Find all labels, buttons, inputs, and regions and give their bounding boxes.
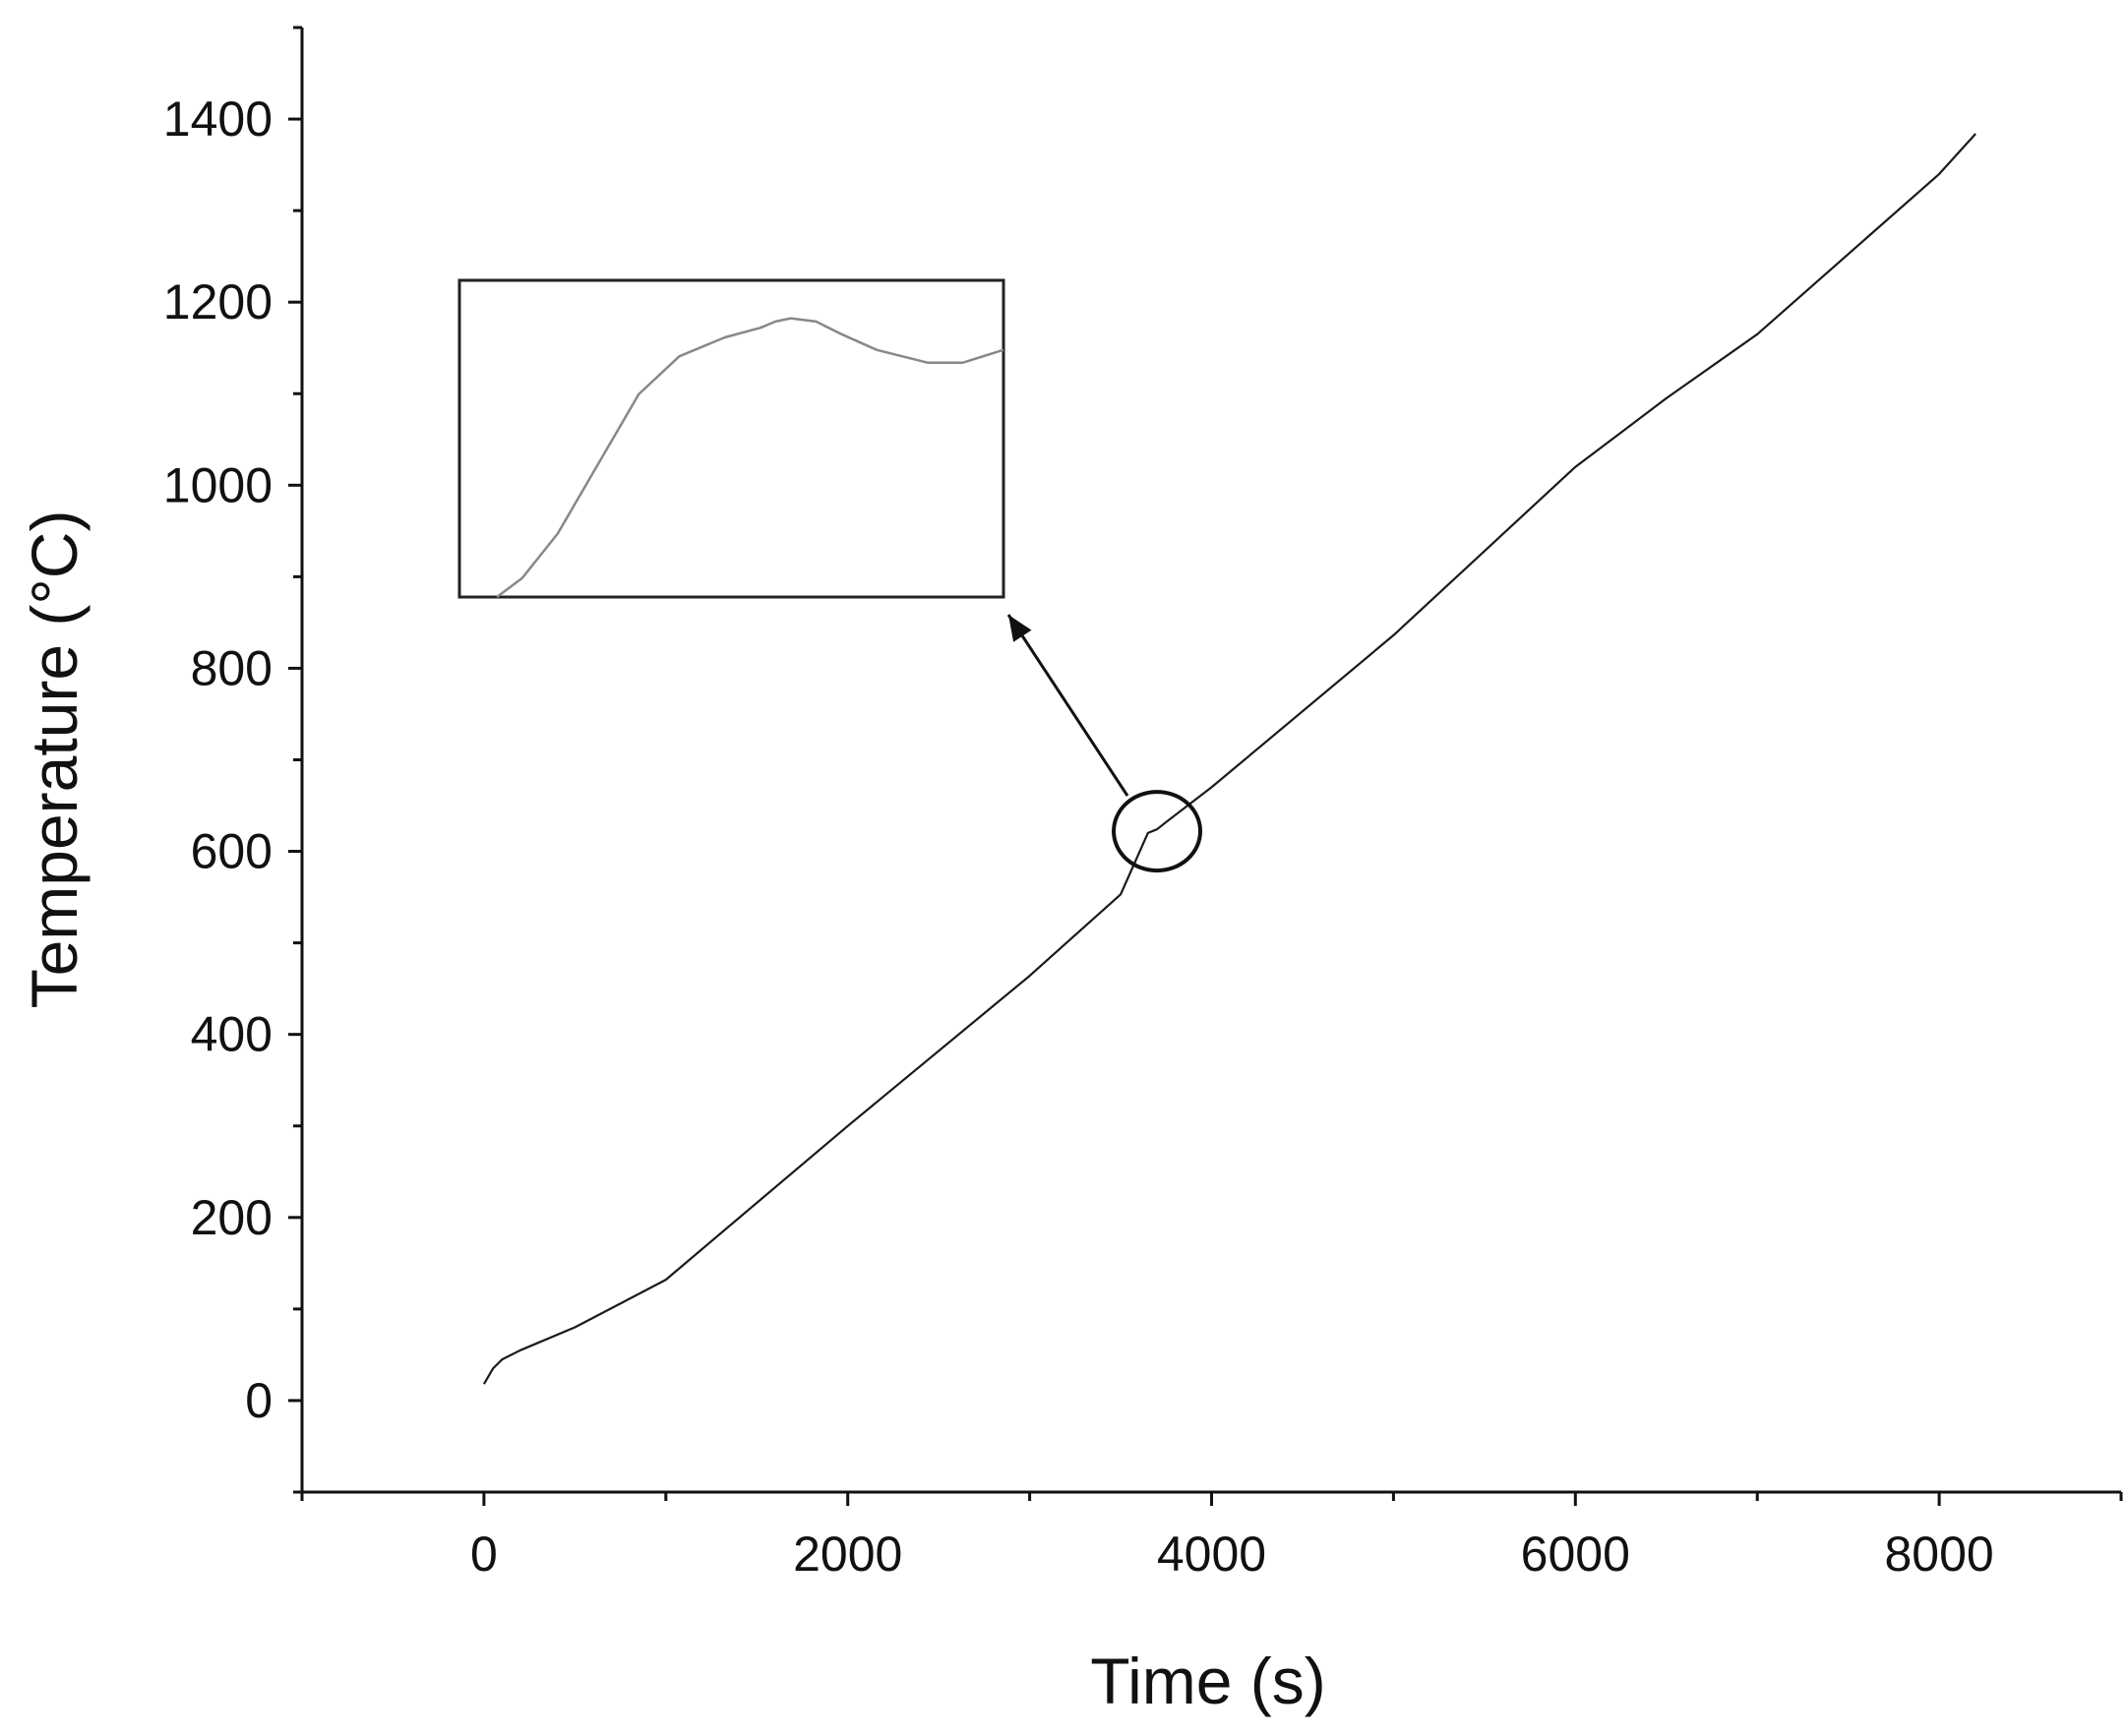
series-layer	[482, 133, 1976, 1385]
y-tick-label: 800	[191, 640, 273, 695]
highlight-circle	[1112, 790, 1203, 873]
y-tick-label: 1200	[163, 274, 273, 329]
x-tick-label: 4000	[1157, 1526, 1266, 1582]
y-tick-label: 1000	[163, 457, 273, 512]
x-tick-label: 0	[470, 1526, 498, 1582]
y-tick-label: 400	[191, 1007, 273, 1062]
y-tick-label: 600	[191, 824, 273, 879]
arrow-line	[1006, 614, 1129, 797]
y-tick-label: 200	[191, 1190, 273, 1245]
axes	[300, 28, 2121, 1494]
arrow-head	[1008, 615, 1032, 642]
y-tick-label: 1400	[163, 91, 273, 147]
annotation-layer	[457, 278, 1203, 873]
temperature-series-line	[482, 133, 1976, 1385]
ticks: 0 2000 4000 6000 8000 0 200 400 600 800 1000 1200 14…	[163, 26, 2123, 1582]
inset-box	[457, 278, 1005, 599]
x-tick-label: 2000	[793, 1526, 902, 1582]
x-tick-label: 6000	[1521, 1526, 1630, 1582]
x-tick-label: 8000	[1884, 1526, 1993, 1582]
x-axis-title: Time (s)	[1090, 1645, 1326, 1717]
y-axis-title: Temperature (°C)	[18, 510, 91, 1009]
y-tick-label: 0	[245, 1373, 273, 1428]
inset-curve	[496, 317, 1004, 599]
